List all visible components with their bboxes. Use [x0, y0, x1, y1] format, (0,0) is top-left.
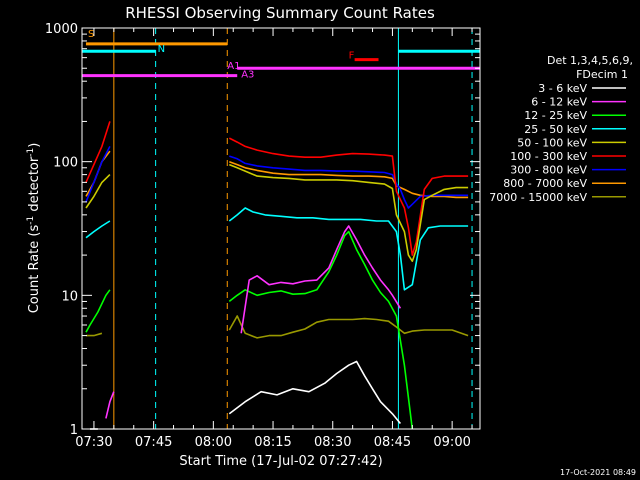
flag-label-5: A3 [241, 70, 254, 81]
x-tick-label-5: 08:45 [374, 435, 411, 450]
footer-timestamp: 17-Oct-2021 08:49 [560, 468, 636, 477]
plot-frame [81, 27, 481, 430]
y-tick-label-1: 10 [61, 289, 78, 304]
x-tick-label-2: 08:00 [195, 435, 232, 450]
y-axis-label-end: ) [27, 143, 42, 148]
legend-label-1: 6 - 12 keV [531, 96, 587, 109]
series-4-segment-0 [85, 174, 111, 209]
y-axis-label-main: Count Rate (s [27, 225, 42, 314]
x-tick-label-1: 07:45 [135, 435, 172, 450]
legend-header-fdecim: FDecim 1 [576, 68, 628, 81]
series-0-segment-1 [228, 360, 402, 425]
y-tick-label-3: 1000 [45, 22, 78, 37]
legend-header-detectors: Det 1,3,4,5,6,9, [547, 54, 633, 67]
legend-label-4: 50 - 100 keV [517, 136, 587, 149]
series-6-segment-0 [85, 146, 111, 203]
flag-label-3: F [349, 51, 355, 62]
legend-label-3: 25 - 50 keV [524, 123, 587, 136]
y-axis-label: Count Rate (s-1 detector-1) [26, 143, 42, 314]
y-axis-label-sup1: -1 [26, 216, 36, 225]
legend-label-7: 800 - 7000 keV [503, 177, 587, 190]
series-1-segment-0 [105, 391, 115, 419]
legend-label-6: 300 - 800 keV [510, 164, 587, 177]
series-2-segment-0 [85, 289, 111, 333]
y-tick-label-0: 1 [70, 423, 78, 438]
y-tick-label-2: 100 [53, 156, 78, 171]
series-5-segment-1 [228, 137, 469, 256]
series-6-segment-1 [229, 155, 469, 209]
flag-label-1: N [158, 44, 165, 55]
chart-title: RHESSI Observing Summary Count Rates [125, 4, 435, 22]
axes: 07:30 07:45 08:00 08:15 08:30 08:45 09:00 1 10 10… [45, 22, 480, 450]
legend-label-5: 100 - 300 keV [510, 150, 587, 163]
x-tick-label-0: 07:30 [75, 435, 112, 450]
series-8-segment-0 [86, 332, 103, 337]
x-axis-label: Start Time (17-Jul-02 07:27:42) [179, 454, 382, 469]
flag-label-4: A1 [227, 61, 240, 72]
series-5-segment-0 [85, 121, 111, 183]
x-tick-label-3: 08:15 [254, 435, 291, 450]
x-tick-label-6: 09:00 [433, 435, 470, 450]
legend-label-2: 12 - 25 keV [524, 109, 587, 122]
x-tick-label-4: 08:30 [314, 435, 351, 450]
series-8-segment-1 [228, 315, 469, 339]
series-3-segment-1 [228, 207, 469, 291]
series-4-segment-1 [228, 163, 469, 262]
legend-label-0: 3 - 6 keV [538, 82, 587, 95]
legend-label-8: 7000 - 15000 keV [489, 191, 587, 204]
y-axis-label-mid: detector [27, 156, 42, 216]
series-3-segment-0 [85, 220, 111, 239]
series-2-segment-1 [228, 230, 414, 430]
y-axis-label-sup2: -1 [26, 148, 36, 157]
flag-label-0: S [88, 29, 94, 40]
series-1-segment-1 [240, 225, 402, 334]
